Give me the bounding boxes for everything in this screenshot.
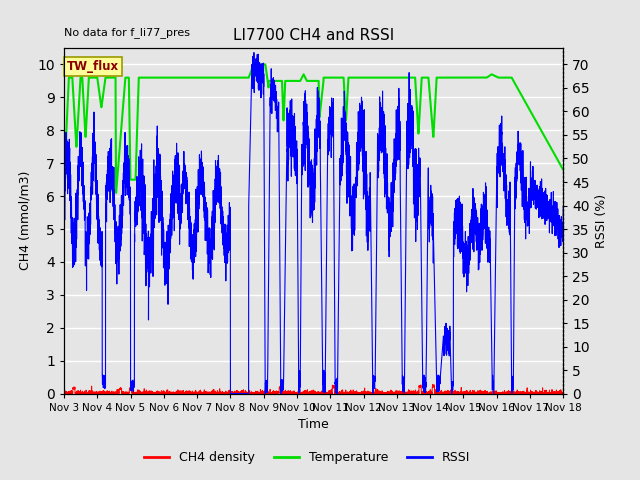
Legend: CH4 density, Temperature, RSSI: CH4 density, Temperature, RSSI [139, 446, 476, 469]
Title: LI7700 CH4 and RSSI: LI7700 CH4 and RSSI [233, 28, 394, 43]
Text: TW_flux: TW_flux [67, 60, 120, 73]
Y-axis label: CH4 (mmol/m3): CH4 (mmol/m3) [19, 171, 32, 271]
X-axis label: Time: Time [298, 418, 329, 431]
Y-axis label: RSSI (%): RSSI (%) [595, 194, 609, 248]
Text: No data for f_li77_pres: No data for f_li77_pres [64, 27, 190, 38]
